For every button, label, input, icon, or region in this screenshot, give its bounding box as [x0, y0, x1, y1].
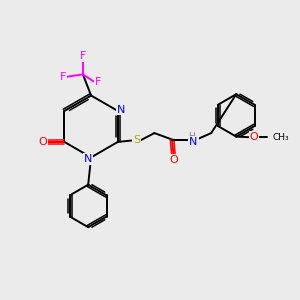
Text: N: N	[117, 104, 126, 115]
Text: F: F	[95, 77, 102, 87]
Text: N: N	[189, 137, 198, 147]
Text: O: O	[250, 132, 258, 142]
Text: CH₃: CH₃	[272, 133, 289, 142]
Text: S: S	[133, 135, 140, 146]
Text: N: N	[83, 154, 92, 164]
Text: F: F	[80, 51, 86, 61]
Text: F: F	[60, 72, 66, 82]
Text: O: O	[169, 155, 178, 165]
Text: H: H	[188, 131, 195, 140]
Text: O: O	[38, 137, 47, 147]
